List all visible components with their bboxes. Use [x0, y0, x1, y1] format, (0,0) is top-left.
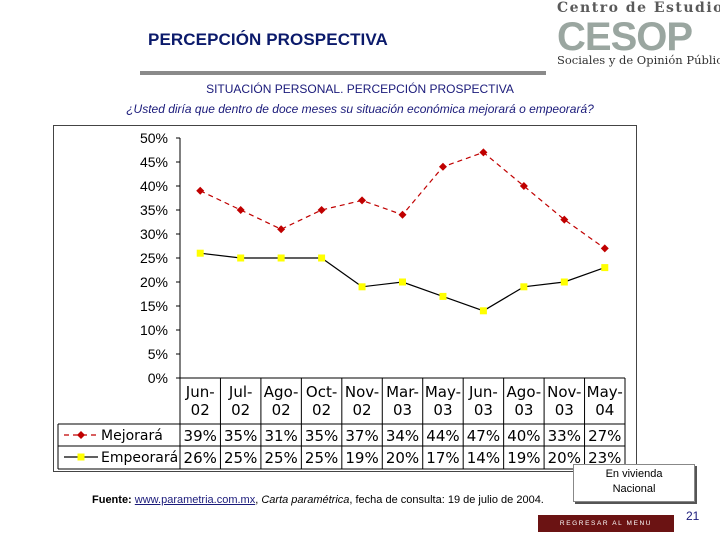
data-label: 39%	[184, 427, 217, 445]
logo-mark: CESOP	[557, 15, 693, 59]
data-label: 34%	[386, 427, 419, 445]
logo-line-3: Sociales y de Opinión Pública	[557, 53, 720, 67]
x-category-label: Jun-03	[468, 383, 498, 419]
x-category-label: Mar-03	[386, 383, 419, 419]
page-number: 21	[686, 509, 700, 523]
data-point-empeorara	[439, 292, 447, 300]
source-link[interactable]: www.parametria.com.mx	[134, 494, 256, 506]
data-point-mejorara	[196, 186, 205, 195]
y-tick-label: 45%	[140, 154, 168, 170]
data-point-empeorara	[318, 254, 326, 262]
data-point-mejorara	[600, 244, 609, 253]
legend-marker	[77, 431, 85, 439]
footnote-line-2: Nacional	[612, 483, 656, 495]
legend-label: Mejorará	[101, 428, 163, 444]
legend-marker	[77, 453, 85, 461]
data-label: 20%	[386, 449, 419, 467]
data-label: 27%	[588, 427, 621, 445]
x-category-label: Jul-02	[228, 383, 253, 419]
data-point-mejorara	[398, 210, 407, 219]
cesop-logo: Centro de Estudios CESOP Sociales y de O…	[553, 0, 720, 72]
x-category-label: Oct-02	[306, 383, 337, 419]
y-tick-label: 0%	[148, 370, 168, 386]
data-label: 40%	[507, 427, 540, 445]
data-point-empeorara	[560, 278, 568, 286]
footnote-box: En vivienda Nacional	[573, 464, 695, 502]
x-category-label: Ago-03	[507, 383, 542, 419]
data-label: 31%	[264, 427, 297, 445]
y-tick-label: 40%	[140, 178, 168, 194]
x-category-label: May-03	[425, 383, 461, 419]
data-point-mejorara	[236, 206, 245, 214]
x-category-label: Nov-03	[547, 383, 581, 419]
x-category-label: Ago-02	[264, 383, 299, 419]
x-category-label: Nov-02	[345, 383, 379, 419]
y-tick-label: 50%	[140, 130, 168, 146]
data-point-mejorara	[438, 162, 447, 171]
title-divider	[140, 71, 546, 75]
data-label: 20%	[548, 449, 581, 467]
data-label: 19%	[507, 449, 540, 467]
data-label: 35%	[305, 427, 338, 445]
data-label: 17%	[426, 449, 459, 467]
source-rest: , fecha de consulta: 19 de julio de 2004…	[349, 494, 544, 506]
series-line-mejorara	[199, 151, 606, 249]
data-point-empeorara	[601, 264, 609, 272]
data-label: 25%	[305, 449, 338, 467]
chart-frame	[53, 125, 637, 472]
line-chart: 0% 5% 10% 15% 20% 25% 30% 35% 40% 45% 50% Jun-02 Jul…	[57, 130, 626, 470]
data-point-empeorara	[196, 249, 204, 257]
data-point-empeorara	[520, 283, 528, 291]
back-to-menu-button[interactable]: REGRESAR AL MENU PRINCIPAL	[538, 515, 674, 544]
data-label: 26%	[184, 449, 217, 467]
footnote-line-1: En vivienda	[605, 468, 663, 480]
y-tick-label: 5%	[148, 346, 168, 362]
logo-line-1: Centro de Estudios	[557, 0, 720, 16]
data-point-mejorara	[560, 215, 569, 224]
data-point-mejorara	[519, 182, 528, 190]
chart-question: ¿Usted diría que dentro de doce meses su…	[126, 102, 594, 116]
data-label: 33%	[548, 427, 581, 445]
x-category-label: Jun-02	[185, 383, 215, 419]
data-label: 14%	[467, 449, 500, 467]
source-note: Fuente: www.parametria.com.mx, Carta par…	[92, 494, 544, 506]
page-title: PERCEPCIÓN PROSPECTIVA	[148, 30, 388, 49]
data-point-mejorara	[277, 225, 286, 234]
data-label: 44%	[426, 427, 459, 445]
data-point-mejorara	[358, 196, 367, 205]
data-label: 19%	[345, 449, 378, 467]
source-publication: Carta paramétrica	[261, 494, 350, 506]
y-tick-label: 25%	[140, 250, 168, 266]
legend-label: Empeorará	[101, 450, 178, 466]
y-tick-label: 15%	[140, 298, 168, 314]
y-tick-label: 20%	[140, 274, 168, 290]
data-point-empeorara	[237, 254, 245, 262]
data-point-mejorara	[317, 206, 326, 214]
source-label: Fuente:	[92, 494, 132, 506]
y-tick-label: 35%	[140, 202, 168, 218]
data-label: 35%	[224, 427, 257, 445]
data-label: 25%	[264, 449, 297, 467]
data-point-empeorara	[399, 278, 406, 286]
data-label: 23%	[588, 449, 621, 467]
data-point-empeorara	[358, 283, 366, 291]
data-label: 25%	[224, 449, 257, 467]
x-category-label: May-04	[587, 383, 623, 419]
data-label: 47%	[467, 427, 500, 445]
chart-title: SITUACIÓN PERSONAL. PERCEPCIÓN PROSPECTI…	[206, 82, 514, 96]
data-label: 37%	[345, 427, 378, 445]
y-tick-label: 30%	[140, 226, 168, 242]
data-point-mejorara	[479, 148, 488, 157]
y-tick-label: 10%	[140, 322, 168, 338]
data-point-empeorara	[479, 307, 487, 315]
data-point-empeorara	[277, 254, 285, 262]
